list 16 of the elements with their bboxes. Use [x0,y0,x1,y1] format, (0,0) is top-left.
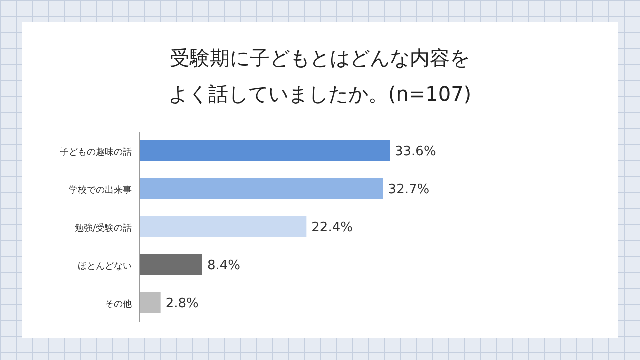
bar [140,216,307,238]
y-tick-label: 勉強/受験の話 [74,223,132,234]
y-tick-label: ほとんどない [78,262,132,272]
data-label: 2.8% [166,296,199,312]
data-label: 32.7% [388,182,430,198]
bar [140,178,384,200]
data-label: 22.4% [312,220,353,236]
data-label: 8.4% [208,258,241,274]
data-label: 33.6% [395,144,436,160]
bar [140,254,202,276]
y-tick-label: 子どもの趣味の話 [60,147,132,158]
bar [140,140,390,162]
bar [140,292,161,314]
chart-title: 受験期に子どもとはどんな内容をよく話していましたか。(n=107) [168,45,472,108]
y-tick-label: 学校での出来事 [69,185,132,196]
y-tick-label: その他 [105,299,132,310]
